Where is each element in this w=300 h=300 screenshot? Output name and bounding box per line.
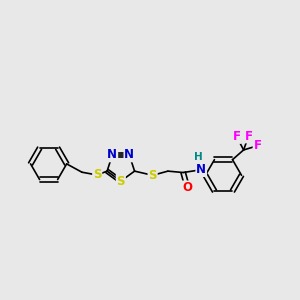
Text: O: O xyxy=(182,181,192,194)
Text: F: F xyxy=(233,130,241,143)
Text: N: N xyxy=(196,163,206,176)
Text: S: S xyxy=(93,169,101,182)
Text: F: F xyxy=(254,139,262,152)
Text: S: S xyxy=(117,175,125,188)
Text: S: S xyxy=(148,169,157,182)
Text: H: H xyxy=(194,152,202,162)
Text: F: F xyxy=(244,130,253,142)
Text: N: N xyxy=(124,148,134,161)
Text: N: N xyxy=(107,148,117,161)
